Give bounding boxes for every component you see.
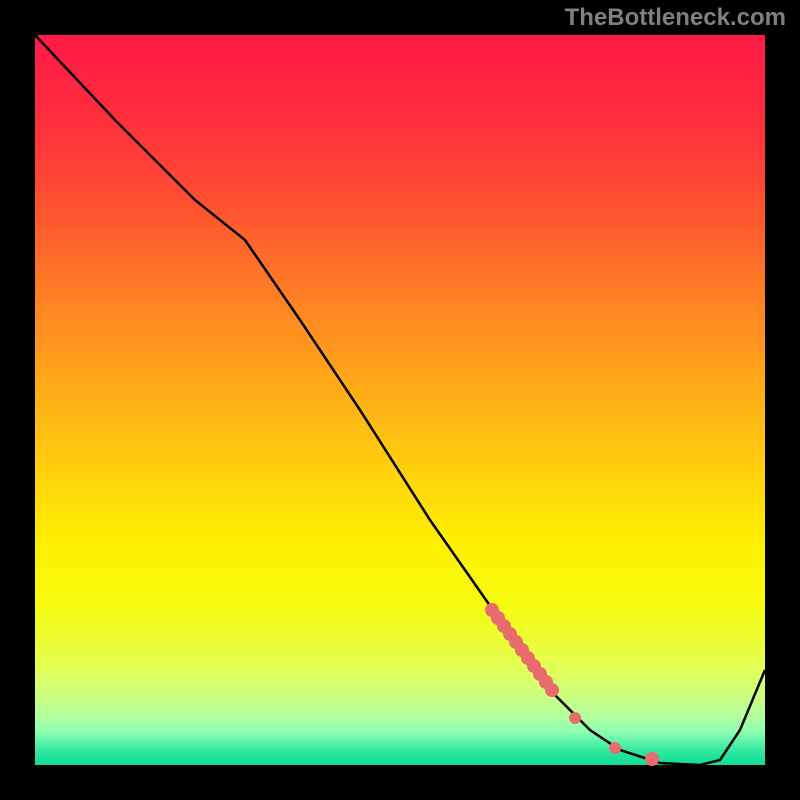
marker-point (545, 683, 559, 697)
plot-background (35, 35, 765, 765)
marker-point (609, 742, 621, 754)
watermark-text: TheBottleneck.com (565, 4, 786, 32)
chart-svg (0, 0, 800, 800)
chart-container: TheBottleneck.com (0, 0, 800, 800)
marker-point (569, 712, 581, 724)
marker-point (645, 752, 659, 766)
